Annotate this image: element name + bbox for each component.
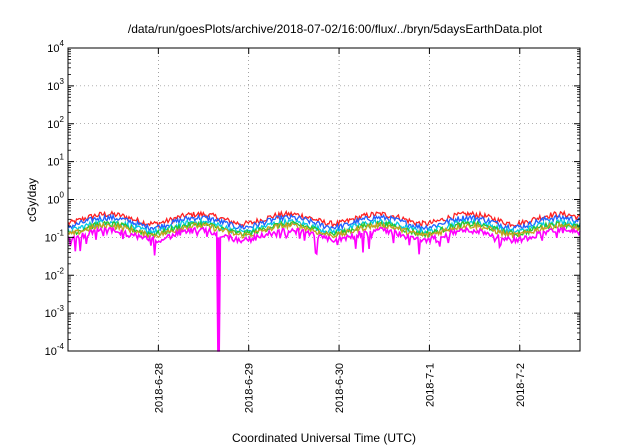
chart-title: /data/run/goesPlots/archive/2018-07-02/1… [128,22,543,36]
y-axis-title: cGy/day [25,178,39,222]
x-tick-label: 2018-7-1 [424,363,436,407]
series-group [67,209,581,352]
y-tick-label: 10-1 [45,228,65,244]
y-tick-label: 103 [47,77,64,93]
x-tick-label: 2018-6-29 [244,363,256,413]
grid-lines [68,48,580,351]
series-line [67,225,581,352]
y-tick-label: 101 [47,153,64,169]
x-tick-label: 2018-6-30 [334,363,346,413]
series-line [67,209,581,229]
x-tick-label: 2018-7-2 [515,363,527,407]
y-tick-label: 10-4 [45,342,65,358]
series-line [67,221,581,240]
y-axis: 10-4 10-3 10-2 10-1 100 101 102 103 104 [45,39,580,358]
series-line [67,213,581,233]
y-tick-label: 104 [47,39,64,55]
x-axis-title: Coordinated Universal Time (UTC) [232,431,416,445]
y-tick-label: 100 [47,191,64,207]
x-tick-label: 2018-6-28 [153,363,165,413]
y-tick-label: 102 [47,115,64,131]
x-axis: 2018-6-28 2018-6-29 2018-6-30 2018-7-1 2018-… [153,48,527,413]
y-tick-label: 10-2 [45,266,65,282]
y-tick-label: 10-3 [45,304,65,320]
